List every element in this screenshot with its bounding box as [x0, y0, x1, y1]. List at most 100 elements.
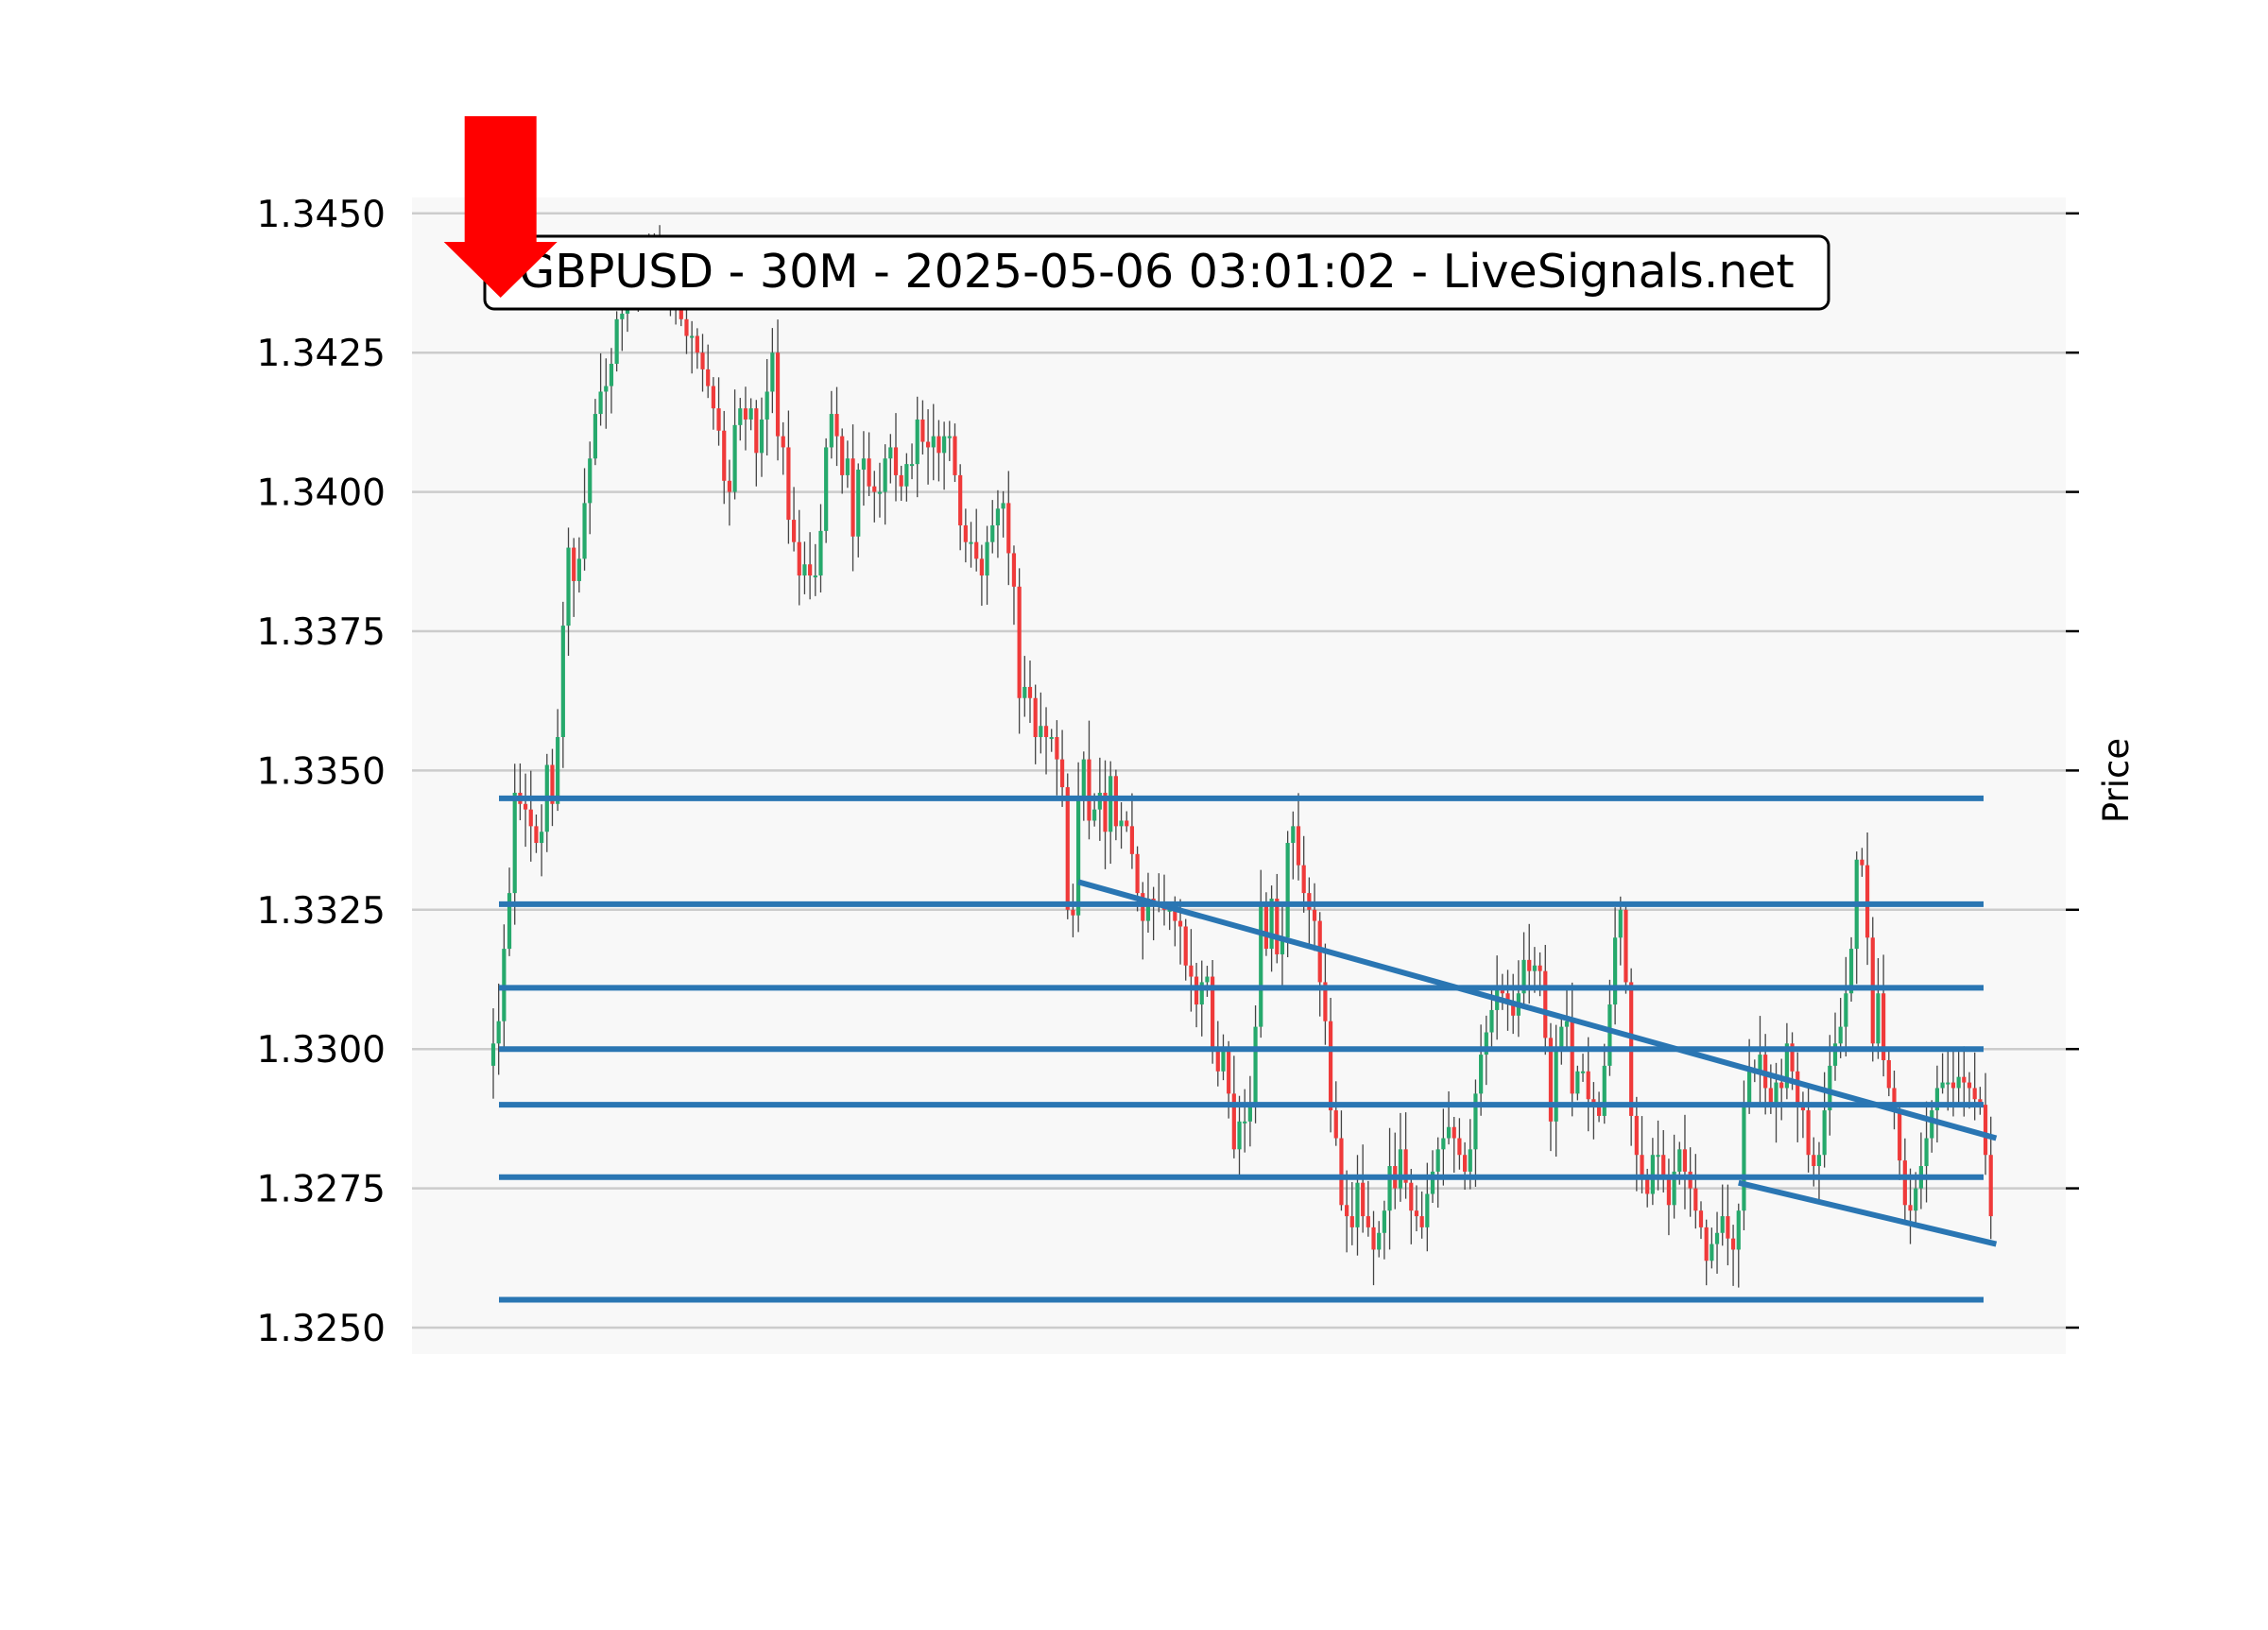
candle-body: [1618, 909, 1623, 938]
candle-body: [1946, 1082, 1950, 1085]
candle-body: [1634, 1115, 1639, 1156]
candle-body: [877, 491, 883, 494]
candle-body: [953, 436, 957, 475]
candle: [1720, 1184, 1725, 1246]
candle: [1039, 692, 1043, 754]
candle: [834, 386, 839, 467]
candle-body: [528, 809, 533, 827]
candle-body: [1693, 1188, 1698, 1211]
candle-body: [765, 391, 769, 420]
candle: [1693, 1154, 1698, 1229]
candle: [888, 434, 893, 484]
candle-body: [1355, 1182, 1360, 1227]
candle-body: [791, 520, 797, 542]
candle-body: [1092, 809, 1097, 821]
candle: [1006, 471, 1011, 586]
candle: [496, 983, 501, 1075]
candle-body: [985, 541, 989, 576]
candle: [872, 471, 877, 523]
candle-body: [1215, 1049, 1220, 1072]
candle: [770, 328, 775, 414]
candle-body: [781, 436, 785, 448]
candle-body: [1704, 1227, 1709, 1261]
candle: [925, 409, 931, 485]
candle-body: [770, 352, 775, 392]
candle-body: [802, 564, 807, 576]
sell-arrow-shape: [443, 116, 558, 298]
candle: [528, 770, 533, 862]
candle: [743, 386, 748, 451]
candle: [1698, 1201, 1704, 1240]
candle: [1275, 873, 1280, 964]
candle: [1345, 1170, 1349, 1253]
candle: [1017, 568, 1022, 734]
candle-body: [990, 524, 995, 542]
candle: [1291, 811, 1296, 880]
candle-body: [1521, 959, 1526, 994]
candle-body: [1624, 909, 1628, 983]
chart-title-box: GBPUSD - 30M - 2025-05-06 03:01:02 - Liv…: [483, 234, 1830, 311]
candle-body: [1698, 1210, 1704, 1227]
candle-body: [1227, 1049, 1231, 1094]
candle-body: [1876, 993, 1881, 1044]
candle-body: [1361, 1182, 1366, 1217]
candle: [1312, 883, 1317, 952]
candle-body: [1055, 737, 1059, 760]
candle: [490, 1008, 496, 1099]
candle-body: [1914, 1188, 1918, 1211]
candle-body: [1419, 1216, 1424, 1227]
candle-body: [507, 893, 512, 950]
candle: [1940, 1053, 1945, 1094]
candle-body: [1720, 1216, 1725, 1233]
candle: [1881, 954, 1886, 1077]
candle: [1710, 1227, 1714, 1269]
candle-body: [1199, 982, 1204, 1005]
candle-body: [872, 486, 877, 492]
candle-body: [1409, 1182, 1414, 1211]
candle: [598, 352, 603, 426]
candle: [1022, 656, 1027, 717]
candle-body: [1468, 1149, 1472, 1172]
candle-body: [1613, 937, 1618, 1005]
candle-body: [1125, 820, 1129, 827]
candle-body: [550, 764, 555, 804]
candle: [1714, 1211, 1720, 1274]
candle: [1285, 831, 1290, 958]
candle: [974, 508, 979, 572]
candle-body: [1065, 787, 1070, 910]
candle: [754, 400, 759, 487]
candle: [1403, 1112, 1408, 1199]
candle-body: [1908, 1205, 1913, 1211]
candle-body: [867, 458, 871, 487]
candle: [1043, 707, 1049, 775]
candle: [899, 465, 903, 502]
candle-body: [1027, 686, 1033, 698]
candle: [850, 424, 855, 572]
candle-body: [1377, 1232, 1382, 1250]
y-tick-label: 1.3400: [257, 472, 386, 515]
candle: [1247, 1075, 1252, 1147]
candle: [813, 543, 817, 596]
candle-body: [1559, 1026, 1564, 1050]
candle-body: [1822, 1110, 1827, 1156]
candle: [1618, 896, 1623, 966]
candle: [566, 527, 571, 656]
candle-body: [775, 352, 781, 437]
candle-body: [1844, 993, 1848, 1027]
y-tick-label: 1.3325: [257, 890, 386, 933]
candle-body: [1167, 909, 1172, 912]
candle-body: [1231, 1093, 1236, 1150]
candle: [1816, 1141, 1822, 1203]
candle: [979, 544, 984, 607]
candle: [915, 396, 919, 498]
candle-body: [1586, 1071, 1590, 1100]
candle: [1640, 1116, 1644, 1193]
candle: [1435, 1137, 1440, 1209]
candle-body: [1656, 1155, 1660, 1158]
candle: [1784, 1022, 1789, 1100]
candle-body: [1956, 1076, 1961, 1089]
candle: [1328, 998, 1333, 1133]
candle: [572, 538, 576, 617]
candle-body: [1280, 937, 1285, 954]
